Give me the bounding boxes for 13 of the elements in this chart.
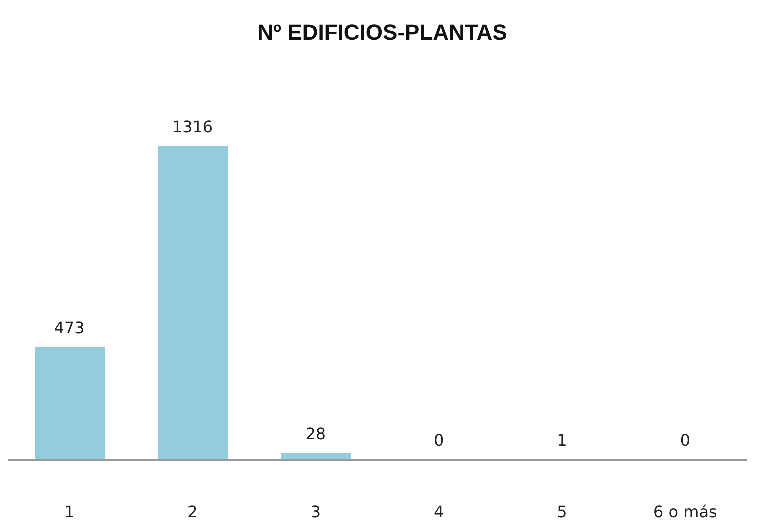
data-label: 1316: [172, 117, 214, 136]
data-label: 1: [557, 430, 568, 450]
x-tick-label: 6 o más: [653, 502, 718, 522]
x-tick-label: 4: [434, 502, 444, 522]
data-label: 473: [54, 318, 85, 338]
data-label: 28: [306, 424, 326, 444]
data-label: 0: [434, 431, 444, 450]
x-tick-label: 1: [64, 502, 75, 522]
x-tick-label: 5: [557, 502, 568, 522]
chart-title: Nº EDIFICIOS-PLANTAS: [256, 19, 508, 47]
x-tick-label: 2: [188, 502, 198, 522]
x-tick-label: 3: [310, 502, 322, 522]
data-label: 0: [680, 431, 691, 450]
